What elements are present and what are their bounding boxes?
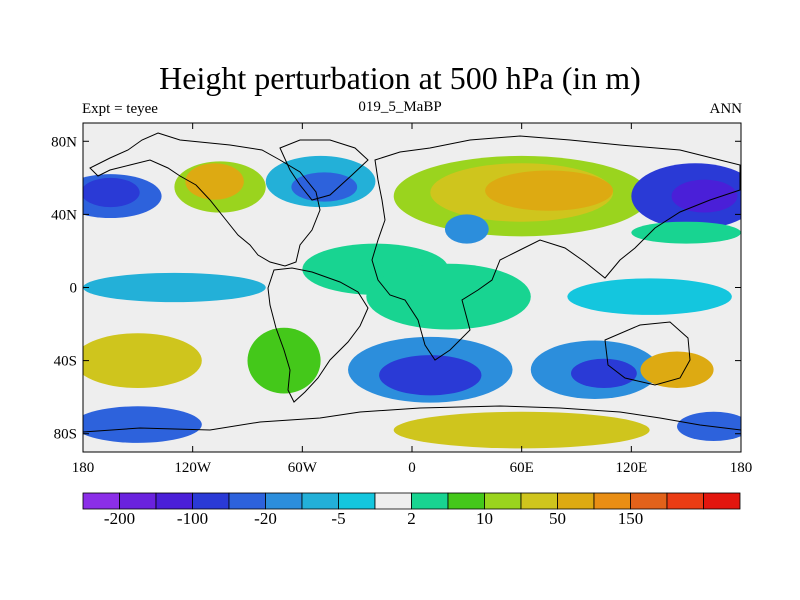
- greenland-outline: [279, 139, 369, 201]
- field-contour-20: [379, 355, 482, 396]
- field-contour-16: [567, 278, 732, 315]
- australia-outline: [604, 321, 691, 386]
- colorbar-label: 10: [476, 509, 493, 528]
- colorbar-label: 50: [549, 509, 566, 528]
- lat-tick-label: 40N: [51, 207, 77, 223]
- experiment-label: Expt = teyee: [82, 101, 158, 117]
- colorbar-swatch-11: [484, 492, 522, 510]
- lat-tick-label: 40S: [54, 354, 77, 370]
- colorbar-swatch-7: [338, 492, 376, 510]
- colorbar-label: 150: [618, 509, 644, 528]
- field-contour-14: [366, 263, 531, 330]
- field-contour-11: [671, 179, 738, 213]
- field-contour-12: [631, 221, 741, 244]
- colorbar-label: -20: [254, 509, 277, 528]
- colorbar-label: -200: [104, 509, 135, 528]
- lon-tick-label: 0: [408, 460, 416, 476]
- plot-title: Height perturbation at 500 hPa (in m): [159, 60, 641, 96]
- colorbar: -200 -100 -20 -5 2 10 50 150: [82, 492, 741, 528]
- lat-tick-label: 80S: [54, 427, 77, 443]
- lat-tick-label: 0: [70, 281, 78, 297]
- field-contour-24: [83, 406, 202, 443]
- lon-tick-label: 180: [730, 460, 753, 476]
- colorbar-swatch-13: [557, 492, 595, 510]
- colorbar-swatch-10: [447, 492, 485, 510]
- field-contour-17: [83, 333, 202, 389]
- eurasia-africa-outline: [371, 135, 741, 361]
- field-contour-8: [485, 170, 614, 211]
- colorbar-label: 2: [407, 509, 416, 528]
- colorbar-swatch-14: [593, 492, 631, 510]
- colorbar-swatch-0: [82, 492, 120, 510]
- colorbar-label: -5: [331, 509, 345, 528]
- colorbar-swatch-2: [155, 492, 193, 510]
- lon-tick-label: 60E: [510, 460, 534, 476]
- field-contour-25: [393, 411, 650, 449]
- lon-tick-label: 60W: [288, 460, 318, 476]
- field-contour-22: [571, 358, 637, 389]
- colorbar-swatch-9: [411, 492, 449, 510]
- field-contour-3: [185, 163, 244, 200]
- colorbar-swatch-16: [666, 492, 704, 510]
- period-label: 019_5_MaBP: [358, 99, 442, 115]
- colorbar-swatch-1: [119, 492, 157, 510]
- north-america-outline: [89, 132, 321, 267]
- colorbar-label: -100: [177, 509, 208, 528]
- field-contour-15: [83, 272, 266, 303]
- field-contour-23: [640, 351, 714, 389]
- season-label: ANN: [709, 101, 743, 117]
- colorbar-swatch-5: [265, 492, 303, 510]
- colorbar-swatch-4: [228, 492, 266, 510]
- colorbar-swatch-8: [374, 492, 412, 510]
- colorbar-swatch-15: [630, 492, 668, 510]
- lon-tick-label: 180: [72, 460, 95, 476]
- field-contour-9: [444, 214, 489, 244]
- field-contour-1: [83, 177, 140, 208]
- lon-tick-label: 120E: [615, 460, 647, 476]
- south-america-outline: [267, 267, 369, 403]
- height-field: [83, 123, 741, 452]
- antarctica-outline: [82, 405, 742, 433]
- colorbar-swatch-12: [520, 492, 558, 510]
- colorbar-swatch-17: [703, 492, 741, 510]
- colorbar-swatch-3: [192, 492, 230, 510]
- lat-tick-label: 80N: [51, 134, 77, 150]
- lon-tick-label: 120W: [174, 460, 212, 476]
- coastlines: [82, 132, 742, 433]
- colorbar-swatch-6: [301, 492, 339, 510]
- field-contour-18: [247, 327, 321, 394]
- map-axes: 80N 40N 0 40S 80S 180 120W 60W 0 60E 120E 180: [51, 123, 752, 476]
